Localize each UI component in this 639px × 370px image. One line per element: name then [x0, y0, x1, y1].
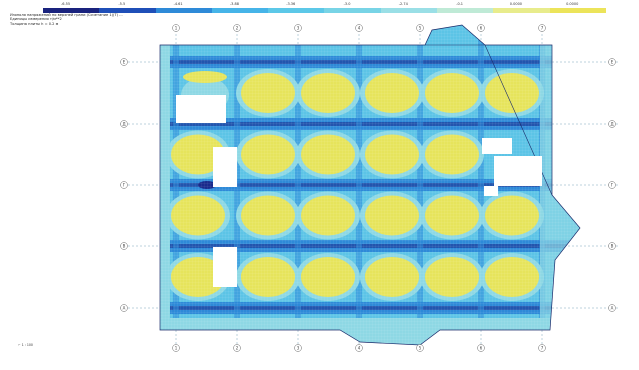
axis-label: Д	[610, 121, 613, 126]
axis-label: 3	[297, 345, 300, 350]
axis-label: А	[123, 305, 126, 310]
opening	[482, 138, 512, 154]
axis-label: 2	[236, 345, 239, 350]
opening	[213, 247, 237, 287]
axis-label: 4	[358, 25, 361, 30]
scale-indicator: ⌐ 1 : 100	[18, 343, 33, 347]
axis-label: Г	[611, 182, 614, 187]
axis-marker-horizontal: В	[608, 242, 616, 250]
axis-marker-vertical: 4	[355, 24, 363, 32]
color-legend: -6.55 -5.5 -4.61 -3.88 -3.36 -3.0 -2.74 …	[43, 2, 606, 13]
legend-swatch	[211, 8, 269, 13]
axis-marker-horizontal: В	[120, 242, 128, 250]
legend-swatch	[268, 8, 325, 13]
axes-icon: ⌐	[18, 343, 22, 347]
legend-color-bar	[43, 8, 606, 13]
axis-label: Е	[611, 59, 614, 64]
axis-label: 6	[480, 25, 483, 30]
legend-tick: -6.55	[60, 2, 71, 6]
axis-marker-horizontal: Е	[608, 58, 616, 66]
axis-label: 2	[236, 25, 239, 30]
axis-marker-vertical: 6	[477, 344, 485, 352]
axis-marker-vertical: 3	[294, 24, 302, 32]
plot-info: Изополя напряжений по верхней грани (Соч…	[10, 13, 123, 26]
scale-text: 1 : 100	[21, 343, 33, 347]
axis-marker-vertical: 1	[172, 344, 180, 352]
axis-label: 7	[541, 345, 544, 350]
axis-markers: 1 1 2 2 3 3 4 4 5 5 6 6 7 7 Е Е Д Д Г Г В В А А	[120, 24, 616, 352]
axis-marker-vertical: 3	[294, 344, 302, 352]
legend-swatch	[437, 8, 494, 13]
axis-marker-horizontal: Г	[120, 181, 128, 189]
legend-swatch	[43, 8, 100, 13]
axis-marker-vertical: 6	[477, 24, 485, 32]
axis-marker-horizontal: Г	[608, 181, 616, 189]
axis-marker-horizontal: А	[608, 304, 616, 312]
axis-marker-vertical: 2	[233, 344, 241, 352]
axis-label: Д	[122, 121, 125, 126]
axis-marker-vertical: 2	[233, 24, 241, 32]
legend-tick: -3.88	[229, 2, 239, 6]
axis-label: В	[611, 243, 614, 248]
legend-tick: 0.0000	[509, 2, 523, 6]
opening	[494, 156, 542, 186]
axis-marker-horizontal: Е	[120, 58, 128, 66]
axis-marker-horizontal: А	[120, 304, 128, 312]
legend-tick: -0.1	[456, 2, 464, 6]
axis-marker-vertical: 5	[416, 344, 424, 352]
info-thickness: Толщина плиты h = 0.2 м	[10, 21, 59, 26]
axis-marker-vertical: 4	[355, 344, 363, 352]
openings	[176, 95, 542, 287]
axis-marker-horizontal: Д	[120, 120, 128, 128]
axis-label: 5	[419, 25, 422, 30]
axis-label: Г	[123, 182, 126, 187]
axis-label: В	[123, 243, 126, 248]
legend-swatch	[493, 8, 550, 13]
legend-swatch	[155, 8, 212, 13]
axis-label: 1	[175, 25, 178, 30]
legend-swatch	[549, 8, 606, 13]
axis-label: 7	[541, 25, 544, 30]
legend-tick: -3.0	[343, 2, 351, 6]
axis-marker-horizontal: Д	[608, 120, 616, 128]
axis-marker-vertical: 7	[538, 24, 546, 32]
legend-tick: 0.0000	[566, 2, 579, 6]
slab-edge-line	[425, 44, 553, 196]
axis-marker-vertical: 5	[416, 24, 424, 32]
legend-swatch	[99, 8, 156, 13]
legend-ticks: -6.55 -5.5 -4.61 -3.88 -3.36 -3.0 -2.74 …	[43, 2, 606, 8]
axis-label: 4	[358, 345, 361, 350]
axis-label: 6	[480, 345, 483, 350]
axis-marker-vertical: 7	[538, 344, 546, 352]
axis-label: 5	[419, 345, 422, 350]
opening	[213, 147, 237, 187]
legend-tick: -4.61	[173, 2, 183, 6]
legend-tick: -2.74	[398, 2, 408, 6]
axis-marker-vertical: 1	[172, 24, 180, 32]
axis-label: 3	[297, 25, 300, 30]
opening	[176, 95, 226, 123]
info-units: Единицы измерения т/м**2	[10, 17, 62, 22]
axis-label: А	[611, 305, 614, 310]
legend-swatch	[380, 8, 438, 13]
legend-tick: -5.5	[118, 2, 126, 6]
opening	[484, 186, 498, 196]
legend-tick: -3.36	[286, 2, 296, 6]
axis-label: Е	[123, 59, 126, 64]
info-title: Изополя напряжений по верхней грани (Соч…	[10, 13, 123, 17]
legend-swatch	[324, 8, 381, 13]
axis-label: 1	[175, 345, 178, 350]
